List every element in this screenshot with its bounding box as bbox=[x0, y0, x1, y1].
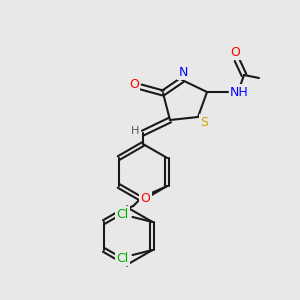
Text: Cl: Cl bbox=[116, 208, 129, 220]
Text: N: N bbox=[178, 65, 188, 79]
Text: NH: NH bbox=[230, 85, 249, 98]
Text: H: H bbox=[131, 126, 139, 136]
Text: Cl: Cl bbox=[116, 251, 129, 265]
Text: O: O bbox=[140, 191, 150, 205]
Text: S: S bbox=[200, 116, 208, 128]
Text: O: O bbox=[230, 46, 240, 59]
Text: O: O bbox=[129, 79, 139, 92]
